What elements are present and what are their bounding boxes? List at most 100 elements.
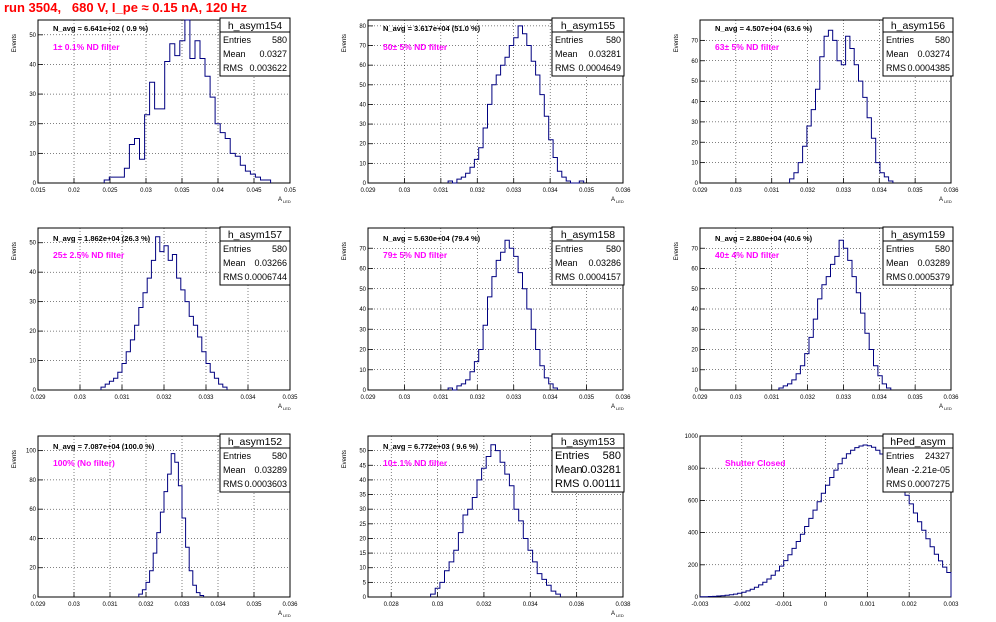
y-tick-label: 70 [691,38,698,44]
stats-box: h_asym159 Entries 580 Mean 0.03289 RMS 0.00053… [882,226,954,286]
histogram-name: hPed_asym [890,436,946,448]
stats-key: Mean [223,258,246,268]
y-tick-label: 0 [695,181,699,187]
y-tick-label: 40 [691,307,698,313]
y-axis-label: Events [12,450,18,468]
stats-key: Mean [223,465,246,475]
y-tick-label: 80 [359,24,366,30]
x-tick-label: 0.033 [174,602,190,608]
x-axis-label-sub: LED [944,406,952,411]
y-tick-label: 40 [29,536,36,542]
histogram-panel-7: 0.028 0.03 0.032 0.034 0.036 0.038 0 5 10 15 20 25 3… [342,433,631,618]
stats-box: h_asym154 Entries 580 Mean 0.0327 RMS 0.003622 [219,17,291,77]
stats-value: 0.03289 [917,258,950,268]
page-title: run 3504, 680 V, I_pe ≈ 0.15 nA, 120 Hz [4,0,247,15]
x-tick-label: 0.032 [476,602,492,608]
y-tick-label: 1000 [685,434,699,440]
x-tick-label: 0.034 [543,188,559,194]
filter-annotation: 63± 5% ND filter [715,42,780,52]
stats-box-frame [882,226,954,286]
y-tick-label: 100 [26,449,37,455]
stats-box: h_asym156 Entries 580 Mean 0.03274 RMS 0.00043… [882,17,954,77]
y-tick-label: 50 [29,241,36,247]
y-tick-label: 40 [359,478,366,484]
y-tick-label: 20 [359,348,366,354]
histogram-name: h_asym155 [561,20,615,32]
y-tick-label: 0 [695,388,699,394]
y-tick-label: 600 [688,498,699,504]
y-tick-label: 40 [359,307,366,313]
stats-value: 0.03289 [254,465,287,475]
y-tick-label: 20 [359,536,366,542]
x-tick-label: 0.05 [284,188,296,194]
x-tick-label: 0.015 [30,188,46,194]
x-tick-label: 0.031 [433,395,449,401]
y-tick-label: 10 [691,368,698,374]
x-axis-label: ALED [278,197,291,204]
stats-key: RMS [223,272,243,282]
y-tick-label: 10 [691,161,698,167]
stats-key: Entries [886,244,915,254]
y-tick-label: 50 [691,79,698,85]
stats-value: 0.0005379 [907,272,950,282]
x-tick-label: 0.035 [908,395,924,401]
stats-box-frame [882,17,954,77]
histogram-series [699,444,952,598]
x-axis-label-sub: LED [283,613,291,618]
navg-label: N_avg = 1.862e+04 (26.3 %) [53,234,151,243]
x-tick-label: 0.03 [399,188,411,194]
stats-key: Entries [555,35,584,45]
stats-value: 0.0007275 [907,479,950,489]
x-axis-label-sub: LED [616,613,624,618]
stats-box: hPed_asym Entries 24327 Mean -2.21e-05 RMS 0.0… [882,433,954,493]
x-tick-label: 0.036 [615,188,631,194]
plot-frame [367,19,624,184]
stats-key: RMS [886,272,906,282]
x-tick-label: 0.032 [156,395,172,401]
x-tick-label: 0.04 [212,188,224,194]
stats-box-frame [882,433,954,493]
histogram-series [447,25,585,184]
y-tick-label: 70 [359,44,366,50]
x-tick-label: 0.029 [30,395,46,401]
y-tick-label: 20 [691,140,698,146]
histogram-name: h_asym159 [891,229,945,241]
stats-value: 0.0003603 [244,479,287,489]
x-tick-label: 0.033 [198,395,214,401]
stats-key: RMS [886,479,906,489]
x-tick-label: 0.001 [860,602,876,608]
filter-annotation: 40± 4% ND filter [715,250,780,260]
histogram-name: h_asym153 [561,436,615,448]
y-tick-label: 35 [359,493,366,499]
y-tick-label: 0 [363,388,367,394]
navg-label: N_avg = 4.507e+04 (63.6 %) [715,24,813,33]
y-axis-label: Events [674,34,680,52]
y-tick-label: 20 [29,122,36,128]
x-tick-label: 0.038 [615,602,631,608]
y-tick-label: 10 [29,151,36,157]
y-tick-label: 40 [29,62,36,68]
filter-annotation: 50± 5% ND filter [383,42,448,52]
x-tick-label: 0.032 [470,188,486,194]
y-tick-label: 40 [29,270,36,276]
y-tick-label: 800 [688,466,699,472]
stats-value: 580 [272,451,287,461]
x-axis-label: ALED [611,197,624,204]
x-tick-label: 0.029 [30,602,46,608]
stats-box-frame [219,226,291,286]
y-tick-label: 30 [29,300,36,306]
x-tick-label: 0.034 [523,602,539,608]
x-tick-label: 0.03 [140,188,152,194]
stats-box-frame [551,226,625,286]
stats-key: RMS [223,479,243,489]
stats-value: 580 [935,35,950,45]
filter-annotation: 100% (No filter) [53,458,115,468]
stats-value: 580 [606,244,621,254]
y-axis-label: Events [12,242,18,260]
stats-box: h_asym155 Entries 580 Mean 0.03281 RMS 0.00046… [551,17,625,77]
histogram-name: h_asym158 [561,229,615,241]
x-axis-label-sub: LED [616,199,624,204]
stats-value: 0.003622 [249,63,287,73]
y-axis-label: Events [342,34,348,52]
stats-key: Mean [555,49,578,59]
